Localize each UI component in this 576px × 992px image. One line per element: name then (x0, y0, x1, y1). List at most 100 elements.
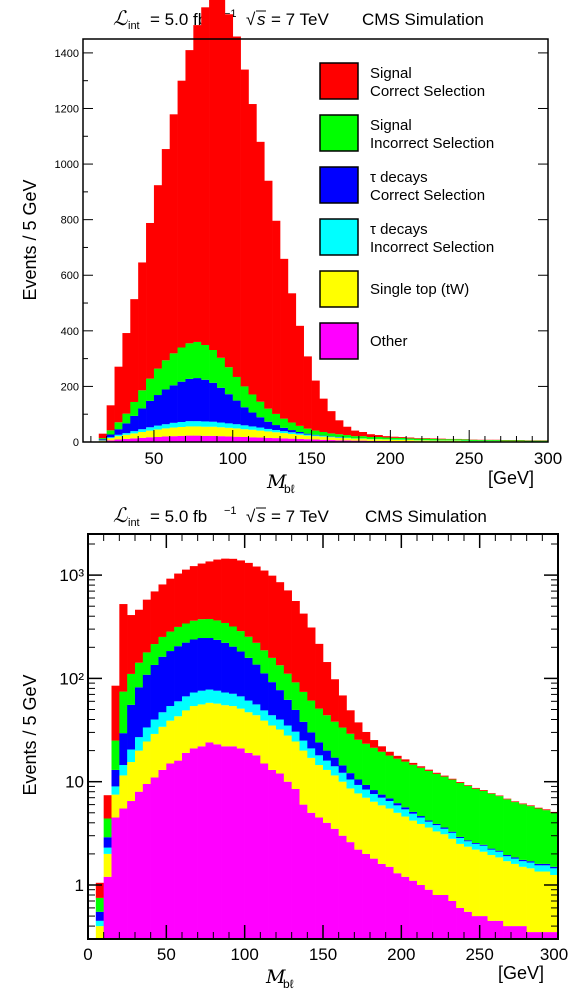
legend-swatch (319, 218, 359, 256)
bottom-bar (542, 871, 551, 933)
bottom-bar (526, 805, 535, 807)
top-bar (122, 438, 131, 442)
bottom-bar (276, 582, 285, 666)
top-bar (193, 421, 202, 427)
top-bar (335, 434, 344, 437)
bottom-bar (205, 618, 214, 639)
top-bar (280, 433, 289, 439)
bottom-bar (283, 699, 292, 726)
bottom-x-axis-subscript: bℓ (283, 977, 294, 991)
bottom-bar (409, 762, 418, 765)
top-bar (492, 440, 502, 441)
top-bar (327, 440, 336, 442)
top-bar (311, 380, 320, 431)
top-bar (114, 422, 123, 430)
bottom-bar (135, 737, 144, 751)
bottom-bar (213, 703, 222, 745)
bottom-bar (487, 848, 496, 850)
bottom-bar (511, 801, 520, 803)
bottom-bar (440, 827, 449, 829)
top-bar (335, 420, 344, 435)
top-bar (146, 378, 155, 401)
bottom-bar (150, 664, 159, 720)
bottom-bar (299, 721, 308, 741)
top-bar (327, 437, 336, 441)
bottom-bar (150, 591, 159, 645)
top-bar (280, 438, 289, 442)
bottom-bar (495, 920, 504, 939)
top-bar (177, 426, 186, 436)
top-bar (216, 357, 226, 388)
top-bar (146, 437, 155, 442)
top-bar (130, 401, 139, 416)
bottom-bar (471, 788, 480, 843)
bottom-bar (471, 843, 480, 850)
bottom-bar (393, 755, 402, 759)
bottom-bar (307, 757, 316, 813)
top-bar (280, 427, 289, 432)
bottom-bar (377, 746, 386, 752)
bottom-bar (315, 742, 324, 756)
top-bar (185, 421, 194, 427)
top-bar (272, 413, 281, 426)
top-bar (303, 434, 312, 436)
bottom-bar (424, 821, 433, 828)
bottom-bar (95, 882, 104, 898)
bottom-bar (283, 590, 292, 674)
bottom-bar (158, 712, 167, 727)
top-bar (106, 430, 115, 435)
top-bar (138, 431, 147, 438)
top-bar (122, 423, 131, 434)
bottom-bar (550, 932, 559, 939)
bottom-bar (213, 744, 222, 939)
bottom-bar (495, 857, 504, 921)
bottom-bar (362, 797, 371, 854)
top-bar (390, 439, 399, 442)
bottom-bar (456, 907, 465, 939)
bottom-bar (236, 696, 245, 709)
top-bar (272, 220, 281, 414)
legend-label-line2: Incorrect Selection (370, 135, 494, 152)
top-bar (177, 80, 186, 348)
bottom-bar (283, 725, 292, 736)
bottom-bar (370, 794, 379, 802)
bottom-bar (189, 566, 198, 621)
top-bar (414, 440, 423, 442)
bottom-bar (464, 785, 473, 841)
top-bar (114, 436, 123, 440)
top-bar (311, 439, 320, 442)
bottom-header: ℒ int = 5.0 fb −1 √ s = 7 TeV CMS Simula… (113, 503, 487, 529)
bottom-bar (111, 817, 120, 939)
bottom-bar (385, 866, 394, 939)
bottom-y-tick-label: 1 (75, 876, 84, 895)
top-bar (153, 368, 163, 396)
top-x-tick-label: 150 (297, 449, 325, 468)
energy-value: = 7 TeV (271, 10, 329, 29)
top-header: ℒ int = 5.0 fb −1 √ s = 7 TeV CMS Simula… (113, 6, 484, 32)
bottom-bar (464, 911, 473, 939)
bottom-bar (479, 916, 488, 939)
bottom-bar (385, 801, 394, 809)
bottom-bar (299, 691, 308, 722)
bottom-bar (135, 750, 144, 792)
bottom-bar (440, 828, 449, 835)
top-bar (153, 395, 163, 426)
top-y-tick-label: 1400 (55, 48, 79, 60)
top-bar (106, 437, 115, 439)
top-bar (343, 437, 352, 439)
top-bar (114, 429, 123, 435)
bottom-bar (518, 804, 527, 860)
bottom-bar (511, 802, 520, 858)
bottom-bar (236, 708, 245, 749)
bottom-bar (503, 798, 512, 800)
bottom-bar (503, 855, 512, 857)
bottom-bar (119, 733, 128, 766)
bottom-bar (362, 743, 371, 785)
bottom-bar (182, 696, 191, 711)
top-bar (390, 437, 399, 440)
bottom-bar (315, 817, 324, 939)
bottom-bar (119, 604, 128, 692)
bottom-bar (166, 631, 175, 652)
top-bar (169, 353, 178, 386)
bottom-bar (229, 558, 238, 627)
